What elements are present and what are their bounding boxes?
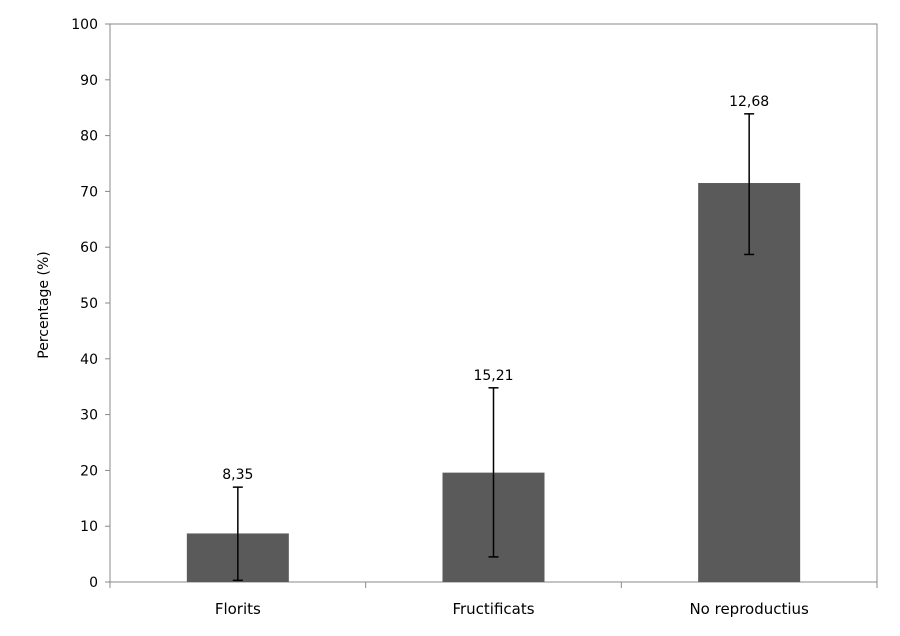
x-category-label: Fructificats bbox=[452, 600, 534, 618]
y-tick-label: 70 bbox=[80, 184, 98, 200]
y-tick-label: 100 bbox=[71, 17, 98, 33]
data-label: 8,35 bbox=[222, 467, 253, 483]
data-label: 12,68 bbox=[729, 94, 769, 110]
y-tick-label: 30 bbox=[80, 408, 98, 424]
y-tick-label: 10 bbox=[80, 519, 98, 535]
y-tick-label: 40 bbox=[80, 352, 98, 368]
y-axis-title: Percentage (%) bbox=[36, 251, 52, 358]
y-tick-label: 50 bbox=[80, 296, 98, 312]
y-tick-label: 60 bbox=[80, 240, 98, 256]
y-tick-label: 90 bbox=[80, 73, 98, 89]
x-category-label: No reproductius bbox=[689, 600, 809, 618]
x-category-label: Florits bbox=[215, 600, 261, 618]
y-tick-label: 80 bbox=[80, 129, 98, 145]
y-tick-label: 0 bbox=[89, 575, 98, 591]
y-tick-label: 20 bbox=[80, 463, 98, 479]
data-label: 15,21 bbox=[473, 368, 513, 384]
